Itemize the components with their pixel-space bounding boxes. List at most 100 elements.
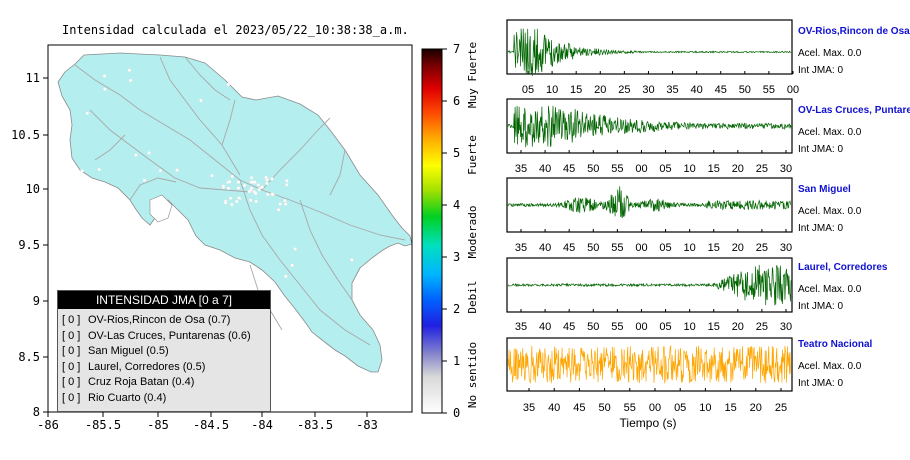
- colorbar: [421, 48, 443, 414]
- legend-item-label: OV-Las Cruces, Puntarenas (0.6): [88, 329, 251, 342]
- seismogram-tick-label: 25: [756, 321, 768, 333]
- legend-item-intensity: [ 0 ]: [62, 391, 81, 404]
- map-frame: [47, 44, 413, 413]
- seismogram-tick-label: 10: [684, 163, 696, 175]
- map-ytick-label: 10: [26, 182, 40, 196]
- legend-item-intensity: [ 0 ]: [62, 314, 81, 326]
- seismogram-tick-label: 40: [539, 163, 551, 175]
- town-dot: [237, 196, 241, 200]
- colorbar-tick-label: 2: [453, 302, 460, 316]
- colorbar-category-label: Fuerte: [466, 135, 479, 175]
- road: [89, 109, 251, 193]
- seismogram-tick-label: 30: [780, 242, 792, 254]
- seismogram-tick-label: 05: [522, 84, 534, 96]
- legend-item-intensity: [ 0 ]: [62, 376, 81, 388]
- seismogram-panel: 35 40 45 50 55 00 05 10 15 20 25 30: [506, 257, 793, 333]
- colorbar-category-label: Muy Fuerte: [466, 42, 479, 108]
- legend-item: [ 0 ] Laurel, Corredores (0.5): [62, 360, 270, 376]
- map-ytick-label: 9.5: [18, 238, 40, 252]
- town-dot: [234, 199, 239, 204]
- gulf-of-nicoya: [149, 194, 173, 223]
- town-dot: [283, 202, 288, 206]
- station-jma: Int JMA: 0: [798, 223, 844, 234]
- seismogram-tick-label: 15: [570, 84, 582, 96]
- town-dot: [265, 181, 269, 186]
- legend-item-label: Cruz Roja Batan (0.4): [88, 376, 195, 388]
- station-accel: Acel. Max. 0.0: [798, 361, 862, 372]
- seismogram-tick-label: 15: [708, 242, 720, 254]
- seismogram-xlabel: Tiempo (s): [620, 416, 677, 430]
- town-dot: [128, 78, 133, 83]
- map-ytick-label: 8.5: [18, 350, 40, 364]
- station-info: Acel. Max. 0.0 Int JMA: 0: [798, 358, 861, 392]
- seismogram-tick-label: 10: [684, 321, 696, 333]
- station-accel: Acel. Max. 0.0: [798, 127, 862, 138]
- seismogram-tick-label: 35: [515, 242, 527, 254]
- seismogram-trace: [507, 264, 792, 306]
- town-dot: [210, 173, 214, 178]
- town-dot: [134, 153, 138, 157]
- station-name: OV-Rios,Rincon de Osa: [798, 26, 910, 37]
- town-dot: [290, 263, 294, 268]
- road: [329, 149, 346, 196]
- town-dot: [260, 185, 265, 189]
- town-dot: [236, 180, 241, 184]
- road: [239, 179, 371, 346]
- town-dot: [228, 196, 233, 200]
- seismogram-tick-label: 40: [548, 402, 560, 414]
- map-xtick-label: -83.5: [297, 418, 333, 432]
- colorbar-tick-label: 4: [453, 198, 460, 212]
- town-dot: [85, 111, 90, 115]
- town-dot: [103, 87, 107, 91]
- road: [94, 134, 126, 161]
- road: [159, 56, 241, 176]
- map-ytick-label: 8: [33, 405, 40, 419]
- seismogram-tick-label: 55: [611, 321, 623, 333]
- town-dot: [278, 202, 282, 206]
- legend-item-intensity: [ 0 ]: [62, 360, 81, 373]
- seismogram-tick-label: 30: [642, 84, 654, 96]
- seismogram-tick-label: 55: [611, 163, 623, 175]
- seismogram-tick-label: 00: [635, 163, 647, 175]
- seismogram-tick-label: 35: [666, 84, 678, 96]
- town-dot: [251, 180, 255, 184]
- town-dot: [248, 198, 253, 202]
- road: [261, 117, 331, 191]
- seismogram-tick-label: 05: [674, 402, 686, 414]
- seismogram-tick-label: 50: [587, 321, 599, 333]
- road: [184, 56, 231, 101]
- station-jma: Int JMA: 0: [798, 301, 844, 312]
- town-dot: [223, 200, 228, 205]
- seismogram-tick-label: 25: [756, 242, 768, 254]
- station-accel: Acel. Max. 0.0: [798, 284, 862, 295]
- map-ytick-label: 11: [26, 71, 40, 85]
- seismogram-trace: [507, 105, 792, 148]
- road: [129, 177, 177, 201]
- town-dot: [256, 183, 261, 187]
- town-dot: [285, 178, 289, 183]
- town-dot: [285, 182, 289, 187]
- seismogram-tick-label: 45: [715, 84, 727, 96]
- town-dot: [158, 168, 163, 173]
- seismogram-tick-label: 25: [756, 163, 768, 175]
- legend-item-label: OV-Rios,Rincon de Osa (0.7): [88, 314, 231, 326]
- seismogram-tick-label: 20: [732, 242, 744, 254]
- seismogram-panel: 35 40 45 50 55 00 05 10 15 20 25 30: [506, 177, 793, 254]
- seismogram-tick-label: 20: [750, 402, 762, 414]
- seismogram-tick-label: 45: [563, 163, 575, 175]
- station-accel: Acel. Max. 0.0: [798, 48, 862, 59]
- legend-item: [ 0 ] San Miguel (0.5): [62, 344, 270, 360]
- map-ytick-label: 9: [33, 294, 40, 308]
- map-xtick-label: -84: [251, 418, 273, 432]
- station-name: Laurel, Corredores: [798, 262, 888, 273]
- seismogram-tick-label: 50: [587, 163, 599, 175]
- town-dots: [80, 68, 354, 279]
- colorbar-tick-label: 5: [453, 146, 460, 160]
- seismogram-tick-label: 55: [611, 242, 623, 254]
- chart-title: Intensidad calculada el 2023/05/22_10:38…: [62, 23, 409, 37]
- seismogram-tick-label: 35: [515, 321, 527, 333]
- seismogram-tick-label: 10: [546, 84, 558, 96]
- station-info: Acel. Max. 0.0 Int JMA: 0: [798, 124, 861, 158]
- colorbar-category-label: Debil: [466, 280, 479, 313]
- seismogram-tick-label: 05: [659, 163, 671, 175]
